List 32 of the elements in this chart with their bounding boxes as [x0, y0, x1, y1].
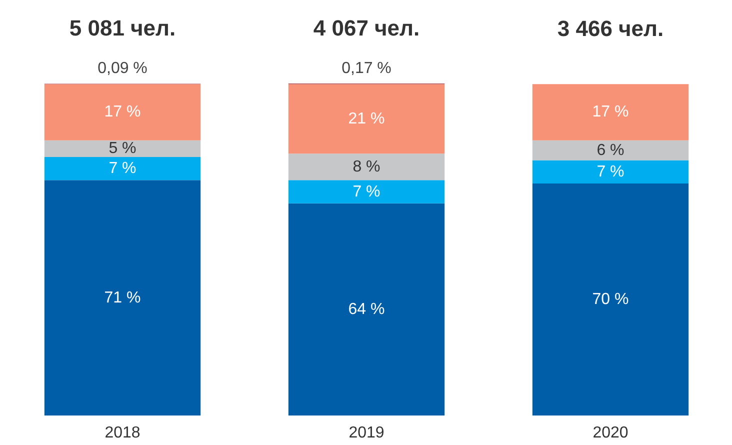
bar	[532, 183, 689, 416]
data-label: 5 %	[108, 140, 136, 158]
bar	[44, 140, 201, 157]
text: 3 466 чел.	[557, 16, 664, 41]
bar	[288, 154, 445, 180]
x-tick-label: 2018	[104, 424, 140, 442]
data-label: 70 %	[592, 290, 629, 308]
bar	[532, 84, 689, 140]
data-label: 21 %	[348, 110, 385, 128]
data-label: 7 %	[108, 160, 136, 178]
x-tick-label: 2020	[592, 424, 628, 442]
data-label: 0,09 %	[98, 60, 148, 78]
bar	[288, 84, 445, 154]
data-label: 64 %	[348, 300, 385, 318]
bar	[44, 180, 201, 416]
bar	[44, 84, 201, 140]
x-tick-label: 2019	[348, 424, 384, 442]
bar	[288, 203, 445, 416]
data-label: 17 %	[592, 104, 629, 121]
data-label: 8 %	[352, 158, 380, 176]
bar	[532, 160, 689, 184]
data-label: 0,17 %	[342, 60, 392, 77]
data-label: 7 %	[596, 163, 624, 180]
data-label: 7 %	[352, 183, 380, 200]
bar	[288, 180, 445, 204]
text: 5 081 чел.	[69, 16, 176, 41]
bar	[44, 156, 201, 180]
data-label: 6 %	[596, 142, 624, 159]
data-label: 17 %	[104, 104, 141, 121]
data-label: 71 %	[104, 289, 141, 306]
text: 4 067 чел.	[313, 15, 420, 40]
bar	[532, 140, 689, 160]
